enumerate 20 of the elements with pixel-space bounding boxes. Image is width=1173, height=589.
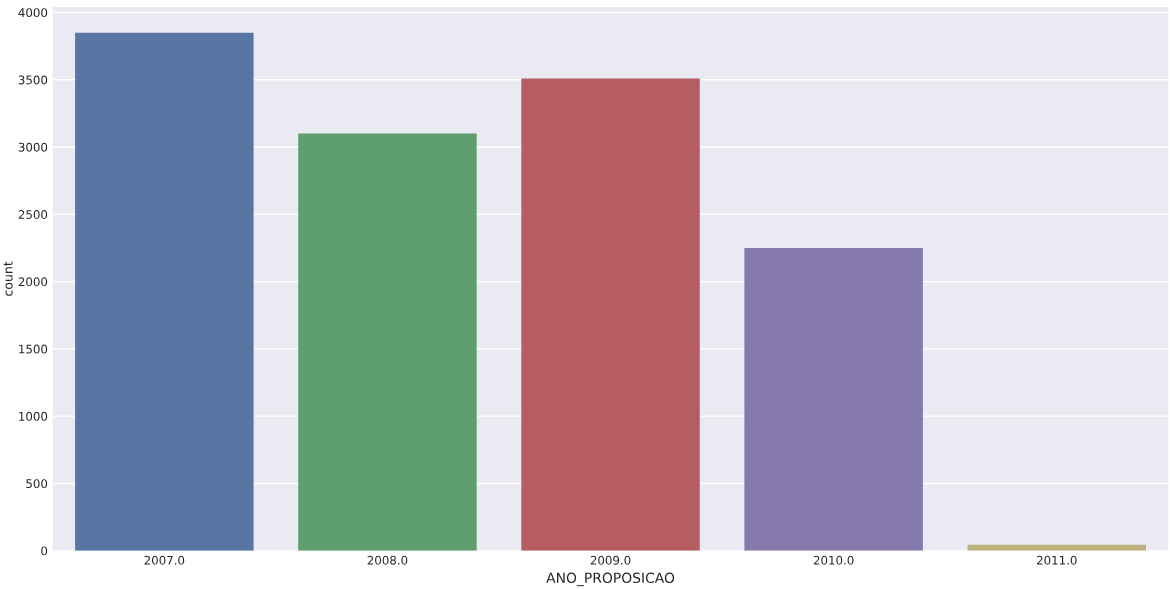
bar — [75, 32, 254, 551]
bar — [521, 78, 700, 551]
y-tick-label: 4000 — [18, 8, 48, 18]
y-tick-label: 2500 — [18, 210, 48, 219]
y-tick-label: 2000 — [18, 277, 48, 287]
x-tick-label: 2011.0 — [1036, 555, 1077, 565]
x-tick-label: 2008.0 — [367, 555, 408, 565]
y-axis-title: count — [3, 261, 13, 296]
y-tick-label: 500 — [26, 479, 48, 489]
x-tick-label: 2007.0 — [144, 555, 185, 565]
x-axis-title: ANO_PROPOSICAO — [546, 572, 675, 587]
bar — [298, 133, 477, 551]
y-tick-label: 1500 — [19, 344, 48, 354]
bar — [744, 247, 923, 551]
y-tick-label: 3000 — [18, 142, 48, 152]
y-tick-label: 1000 — [19, 411, 48, 421]
x-tick-label: 2010.0 — [813, 555, 854, 565]
x-tick-label: 2009.0 — [590, 555, 631, 565]
y-tick-label: 3500 — [18, 75, 48, 85]
y-tick-label: 0 — [41, 546, 48, 556]
